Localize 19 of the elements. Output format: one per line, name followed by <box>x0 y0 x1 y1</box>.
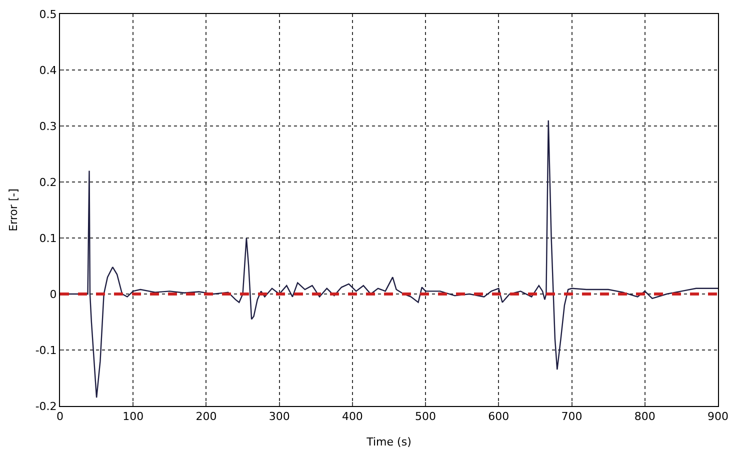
y-tick-label: 0.4 <box>39 64 57 77</box>
x-tick-label: 900 <box>708 410 728 424</box>
y-tick-label: -0.2 <box>35 400 57 413</box>
x-tick-label: 700 <box>561 410 582 424</box>
x-axis-title: Time (s) <box>366 435 412 448</box>
x-tick-label: 200 <box>196 410 217 424</box>
x-tick-label: 100 <box>122 410 144 424</box>
x-tick-label: 800 <box>634 410 656 424</box>
x-tick-label: 400 <box>342 410 363 424</box>
y-axis-title: Error [-] <box>6 188 20 232</box>
y-tick-label: 0.5 <box>39 8 57 21</box>
x-tick-label: 300 <box>268 410 290 424</box>
y-tick-label: 0 <box>50 288 57 301</box>
y-tick-label: 0.3 <box>39 120 57 133</box>
x-tick-label: 600 <box>488 410 510 424</box>
y-tick-label: 0.1 <box>39 232 57 245</box>
y-tick-label: 0.2 <box>39 176 57 189</box>
y-tick-label: -0.1 <box>35 344 57 357</box>
x-tick-label: 500 <box>415 410 436 424</box>
